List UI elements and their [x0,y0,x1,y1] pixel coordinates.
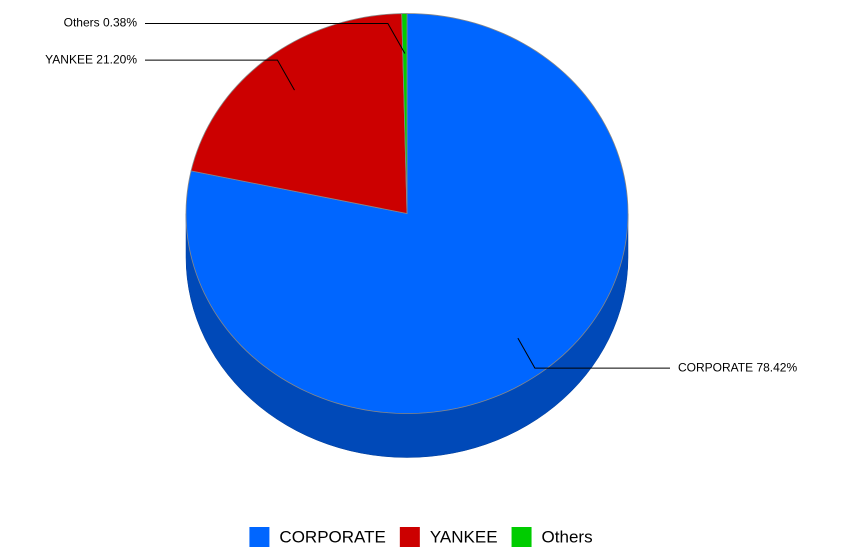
slice [401,13,408,214]
data-label: YANKEE 21.20% [45,52,137,66]
data-label: Others 0.38% [64,16,138,30]
leader-line [145,59,295,91]
legend-swatch [249,527,270,547]
slice [185,13,629,414]
data-label: CORPORATE 78.42% [678,360,797,374]
legend-label: YANKEE [430,527,498,546]
legend-item: Others [511,527,593,547]
legend-item: CORPORATE [249,527,386,547]
legend-item: YANKEE [399,527,498,547]
legend-swatch [511,527,532,547]
slice [190,13,408,214]
leader-line [517,337,670,369]
legend-label: Others [542,527,593,546]
legend-swatch [399,527,420,547]
leader-line [145,23,406,54]
legend-label: CORPORATE [279,527,385,546]
